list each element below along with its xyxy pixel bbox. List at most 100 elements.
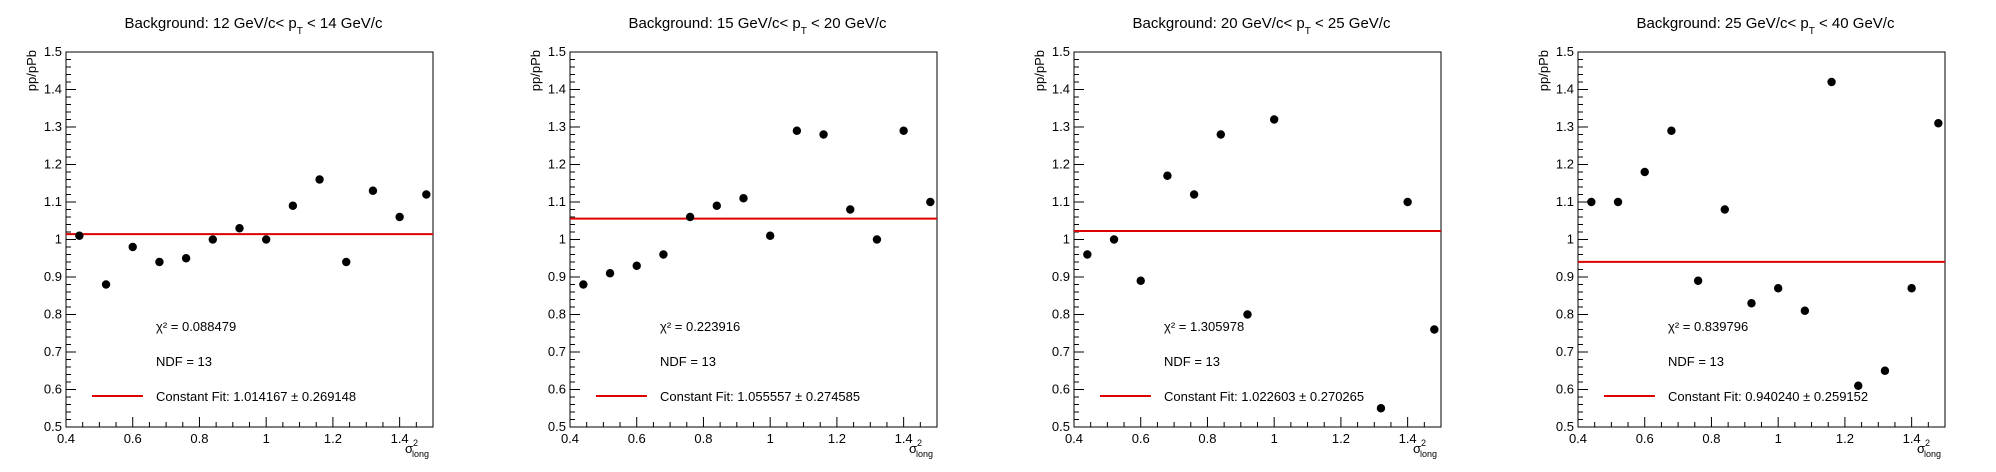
plot-frame (65, 51, 434, 428)
x-tick-label: 0.8 (1702, 431, 1720, 446)
x-axis-label: σ2 long (909, 438, 933, 459)
legend-label: Constant Fit: 1.022603 ± 0.270265 (1164, 389, 1364, 404)
x-tick-label: 1.4 (391, 431, 409, 446)
data-point (899, 126, 908, 135)
x-tick-label: 0.6 (124, 431, 142, 446)
y-tick-label: 1.5 (1052, 44, 1070, 59)
data-point (1827, 77, 1836, 87)
y-tick-label: 1 (1063, 232, 1070, 247)
y-tick-label: 1.2 (1556, 157, 1574, 172)
chi2-text: χ² = 1.305978 (1164, 319, 1244, 334)
y-tick-label: 0.6 (44, 382, 62, 397)
data-point (1667, 126, 1676, 135)
y-tick-label: 1.3 (1556, 119, 1574, 134)
data-point (208, 235, 217, 244)
y-tick-label: 0.5 (1556, 419, 1574, 434)
x-tick-label: 1.4 (1399, 431, 1417, 446)
y-axis-label: pp/pPb (528, 50, 543, 91)
x-tick-label: 1.4 (1903, 431, 1921, 446)
x-tick-label: 0.8 (694, 431, 712, 446)
y-tick-label: 0.6 (548, 382, 566, 397)
y-tick-label: 1.5 (1556, 44, 1574, 59)
x-tick-label: 0.4 (1065, 431, 1083, 446)
y-axis-label: pp/pPb (1536, 50, 1551, 91)
chart-title: Background: 15 GeV/c< pT < 20 GeV/c (629, 15, 887, 37)
data-point (395, 212, 404, 222)
y-tick-label: 1.2 (44, 157, 62, 172)
chi2-text: χ² = 0.088479 (156, 319, 236, 334)
data-point (712, 201, 721, 210)
legend-label: Constant Fit: 0.940240 ± 0.259152 (1668, 389, 1868, 404)
ndf-text: NDF = 13 (1164, 354, 1220, 369)
x-tick-label: 1.2 (324, 431, 342, 446)
y-axis-label: pp/pPb (24, 50, 39, 91)
x-tick-label: 1.2 (1836, 431, 1854, 446)
plot-frame (1073, 51, 1442, 428)
data-point (1189, 190, 1199, 199)
data-point (1376, 404, 1386, 413)
y-tick-label: 1 (1567, 232, 1574, 247)
x-tick-label: 0.4 (1569, 431, 1587, 446)
y-tick-label: 1 (559, 232, 566, 247)
data-point (1773, 284, 1783, 293)
y-tick-label: 1.2 (548, 157, 566, 172)
y-tick-label: 1.1 (548, 194, 566, 209)
y-tick-label: 1.2 (1052, 157, 1070, 172)
y-tick-label: 1.3 (44, 119, 62, 134)
y-tick-label: 0.6 (1052, 382, 1070, 397)
y-tick-label: 0.8 (44, 307, 62, 322)
y-tick-label: 0.5 (1052, 419, 1070, 434)
data-point (1587, 197, 1596, 207)
x-tick-label: 1.2 (828, 431, 846, 446)
x-tick-label: 0.4 (57, 431, 75, 446)
data-point (1083, 250, 1092, 259)
data-point (1109, 235, 1119, 244)
data-point (765, 231, 775, 240)
y-tick-label: 0.6 (1556, 382, 1574, 397)
data-point (1907, 284, 1916, 293)
y-tick-label: 0.7 (548, 344, 566, 359)
x-tick-label: 1.2 (1332, 431, 1350, 446)
y-tick-label: 0.9 (1052, 269, 1070, 284)
plot-frame (1577, 51, 1946, 428)
y-tick-label: 1.1 (1556, 194, 1574, 209)
chart-title: Background: 20 GeV/c< pT < 25 GeV/c (1133, 15, 1391, 37)
y-tick-label: 1.3 (1052, 119, 1070, 134)
y-tick-label: 0.9 (44, 269, 62, 284)
x-tick-label: 1 (263, 431, 270, 446)
chart-title: Background: 12 GeV/c< pT < 14 GeV/c (125, 15, 383, 37)
data-point (739, 194, 748, 203)
chart-title: Background: 25 GeV/c< pT < 40 GeV/c (1637, 15, 1895, 37)
data-point (1693, 276, 1703, 285)
y-tick-label: 1.4 (44, 82, 62, 97)
chart-panel-1: Background: 12 GeV/c< pT < 14 GeV/c0.50.… (24, 15, 434, 459)
data-point (1640, 167, 1649, 177)
x-tick-label: 1 (1775, 431, 1782, 446)
y-tick-label: 1.1 (44, 194, 62, 209)
ndf-text: NDF = 13 (660, 354, 716, 369)
y-tick-label: 0.8 (1052, 307, 1070, 322)
data-point (422, 190, 431, 199)
data-point (368, 186, 378, 195)
x-tick-label: 0.8 (190, 431, 208, 446)
x-axis-label: σ2 long (405, 438, 429, 459)
data-point (1243, 310, 1252, 319)
data-point (605, 269, 615, 278)
data-point (101, 280, 111, 289)
ndf-text: NDF = 13 (1668, 354, 1724, 369)
data-point (1403, 197, 1412, 207)
y-tick-label: 0.5 (548, 419, 566, 434)
y-tick-label: 1.4 (1052, 82, 1070, 97)
data-point (926, 197, 935, 207)
x-tick-label: 0.6 (1132, 431, 1150, 446)
chart-panel-3: Background: 20 GeV/c< pT < 25 GeV/c0.50.… (1032, 15, 1442, 459)
y-tick-label: 0.7 (1052, 344, 1070, 359)
x-tick-label: 1 (767, 431, 774, 446)
data-point (288, 201, 298, 210)
y-tick-label: 0.9 (1556, 269, 1574, 284)
data-point (1136, 276, 1145, 285)
data-point (128, 242, 137, 252)
y-tick-label: 1 (55, 232, 62, 247)
plot-frame (569, 51, 938, 428)
